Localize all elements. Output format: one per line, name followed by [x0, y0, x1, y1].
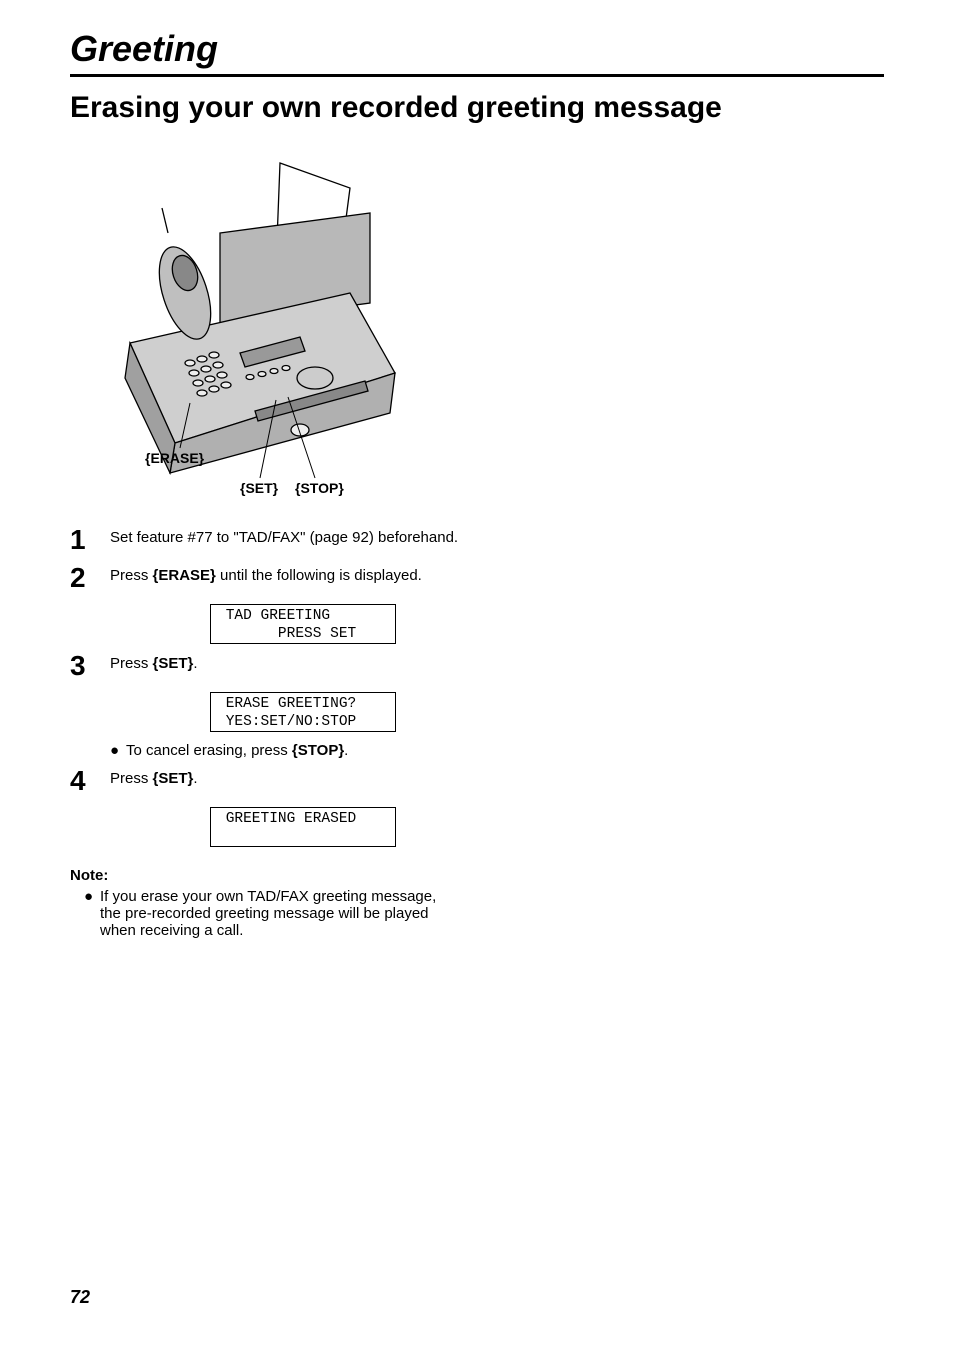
page-number: 72: [70, 1287, 90, 1308]
step-3: 3 Press {SET}.: [70, 654, 470, 680]
note-heading: Note:: [70, 867, 470, 884]
step-text: Press {SET}.: [110, 654, 198, 674]
device-diagram: {ERASE} {SET} {STOP}: [90, 153, 470, 508]
lcd-display: GREETING ERASED: [210, 807, 396, 847]
key-erase: {ERASE}: [153, 567, 216, 584]
diagram-label-stop: {STOP}: [295, 480, 344, 496]
lcd-display: ERASE GREETING? YES:SET/NO:STOP: [210, 692, 396, 732]
lcd-display: TAD GREETING PRESS SET: [210, 604, 396, 644]
step-text: Set feature #77 to "TAD/FAX" (page 92) b…: [110, 528, 458, 548]
subtitle: Erasing your own recorded greeting messa…: [70, 91, 884, 125]
section-title: Greeting: [70, 28, 884, 70]
key-stop: {STOP}: [292, 742, 344, 759]
divider: [70, 74, 884, 77]
step-text: Press {SET}.: [110, 769, 198, 789]
step-number: 4: [70, 767, 110, 795]
step-2: 2 Press {ERASE} until the following is d…: [70, 566, 470, 592]
step-number: 3: [70, 652, 110, 680]
step-number: 2: [70, 564, 110, 592]
step-number: 1: [70, 526, 110, 554]
key-set: {SET}: [153, 770, 194, 787]
step-text: Press {ERASE} until the following is dis…: [110, 566, 422, 586]
diagram-label-set: {SET}: [240, 480, 279, 496]
diagram-label-erase: {ERASE}: [145, 450, 205, 466]
step-3-bullet: ● To cancel erasing, press {STOP}.: [110, 742, 470, 759]
key-set: {SET}: [153, 655, 194, 672]
step-4: 4 Press {SET}.: [70, 769, 470, 795]
note-bullet: ● If you erase your own TAD/FAX greeting…: [84, 888, 454, 939]
step-1: 1 Set feature #77 to "TAD/FAX" (page 92)…: [70, 528, 470, 554]
